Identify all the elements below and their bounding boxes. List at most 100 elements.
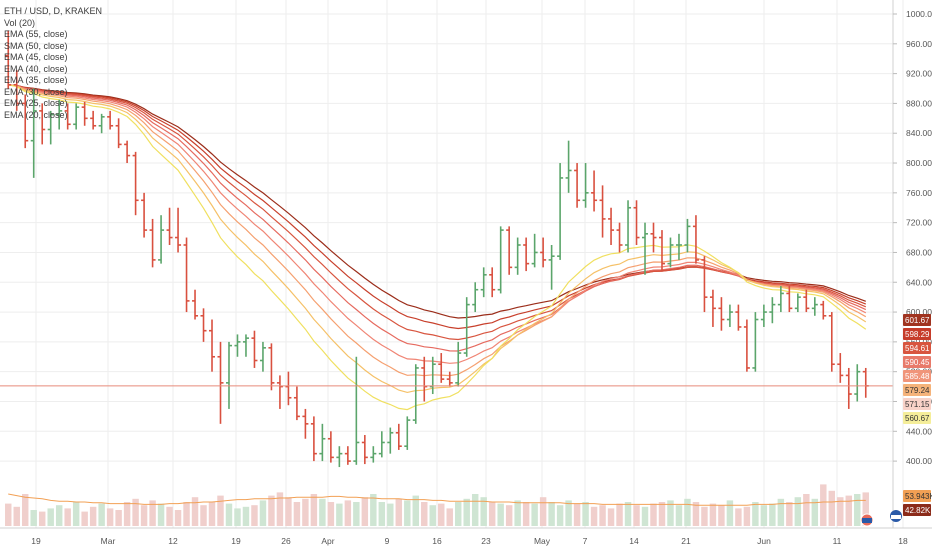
legend-item[interactable]: SMA (50, close) (4, 40, 68, 51)
legend-item[interactable]: EMA (55, close) (4, 29, 68, 39)
volume-bars (5, 484, 869, 526)
y-tick-label: 920.00 (906, 69, 932, 79)
volume-bar (64, 508, 71, 526)
volume-bar (234, 508, 241, 526)
volume-bar (47, 508, 54, 526)
volume-bar (438, 503, 445, 526)
ema-line (8, 84, 867, 394)
volume-bar (726, 500, 734, 526)
volume-bar (412, 495, 420, 526)
price-label-text: 560.67 (905, 414, 930, 423)
volume-bar (471, 494, 479, 526)
volume-bar (217, 495, 224, 526)
volume-bar (828, 490, 836, 526)
volume-bar (837, 497, 844, 526)
volume-bar (370, 494, 377, 526)
volume-bar (89, 506, 97, 526)
volume-bar (132, 498, 139, 526)
volume-bar (387, 503, 394, 526)
volume-bar (395, 498, 403, 526)
volume-bar (81, 511, 88, 526)
volume-bar (811, 498, 819, 526)
y-tick-label: 600.00 (906, 307, 932, 317)
volume-bar (140, 505, 148, 526)
y-tick-label: 880.00 (906, 98, 932, 108)
volume-bar (183, 502, 190, 526)
earnings-flag-icon (890, 510, 902, 522)
volume-bar (667, 500, 674, 526)
volume-bar (5, 503, 12, 526)
ema-line (8, 84, 867, 352)
volume-bar (404, 500, 411, 526)
chart-legend: ETH / USD, D, KRAKEN Vol (20) EMA (55, c… (4, 6, 102, 121)
volume-bar (276, 492, 284, 526)
volume-bar (353, 502, 360, 526)
legend-item[interactable]: EMA (25, close) (4, 98, 68, 108)
volume-bar (701, 506, 708, 526)
x-tick-label: 7 (583, 536, 588, 546)
ema-line (8, 84, 867, 377)
price-label-box (903, 398, 931, 410)
volume-bar (769, 503, 776, 526)
volume-bar (259, 500, 267, 526)
volume-bar (684, 498, 691, 526)
volume-bar (106, 508, 114, 526)
volume-bar (497, 503, 504, 526)
price-label-box (903, 384, 931, 396)
volume-bar (641, 506, 649, 526)
legend-item[interactable]: EMA (35, close) (4, 75, 68, 85)
volume-bar (675, 505, 683, 526)
legend-item[interactable]: EMA (20, close) (4, 109, 68, 120)
volume-bar (225, 503, 233, 526)
flag-icon (860, 513, 874, 527)
x-axis[interactable]: 19 Mar 12 19 26 Apr 9 16 23 May 7 14 21 Jun 11 18 (31, 536, 908, 546)
legend-item[interactable]: Vol (20) (4, 17, 36, 28)
ema-lines (8, 84, 867, 411)
price-label-box (903, 412, 931, 424)
legend-item[interactable]: EMA (30, close) (4, 86, 68, 97)
volume-bar (709, 503, 717, 526)
price-label-text: 53.943K (905, 492, 932, 501)
volume-bar (123, 502, 131, 526)
volume-bar (582, 502, 589, 526)
volume-bar (803, 494, 810, 526)
volume-bar (446, 508, 453, 526)
volume-bar (854, 494, 861, 526)
y-tick-label: 1000.00 (906, 9, 932, 19)
y-tick-label: 760.00 (906, 188, 932, 198)
legend-item[interactable]: EMA (45, close) (4, 52, 68, 62)
volume-ma-line (8, 493, 866, 506)
y-tick-label: 960.00 (906, 39, 932, 49)
price-label-box (903, 328, 931, 340)
x-tick-label: 26 (281, 536, 291, 546)
price-label-text: 601.67 (905, 316, 930, 325)
volume-bar (607, 508, 615, 526)
y-tick-label: 800.00 (906, 158, 932, 168)
price-label-box (903, 342, 931, 354)
volume-bar (30, 510, 37, 526)
symbol-title[interactable]: ETH / USD, D, KRAKEN (4, 6, 103, 16)
price-label-text: 585.48 (905, 372, 930, 381)
y-tick-label: 560.00 (906, 337, 932, 347)
volume-bar (72, 502, 80, 526)
volume-bar (692, 502, 700, 526)
legend-item[interactable]: EMA (40, close) (4, 63, 68, 74)
volume-bar (565, 500, 572, 526)
volume-bar (361, 497, 369, 526)
volume-bar (149, 500, 156, 526)
volume-bar (548, 502, 555, 526)
x-tick-label: 18 (898, 536, 908, 546)
volume-bar (845, 495, 853, 526)
y-tick-label: 840.00 (906, 128, 932, 138)
volume-bar (658, 502, 666, 526)
volume-bar (760, 505, 768, 526)
volume-bar (327, 502, 335, 526)
price-label-text: 594.61 (905, 344, 930, 353)
y-tick-label: 440.00 (906, 426, 932, 436)
volume-bar (21, 494, 29, 526)
volume-bar (454, 502, 462, 526)
price-label-text: 42.82K (905, 506, 931, 515)
x-tick-label: 23 (481, 536, 491, 546)
